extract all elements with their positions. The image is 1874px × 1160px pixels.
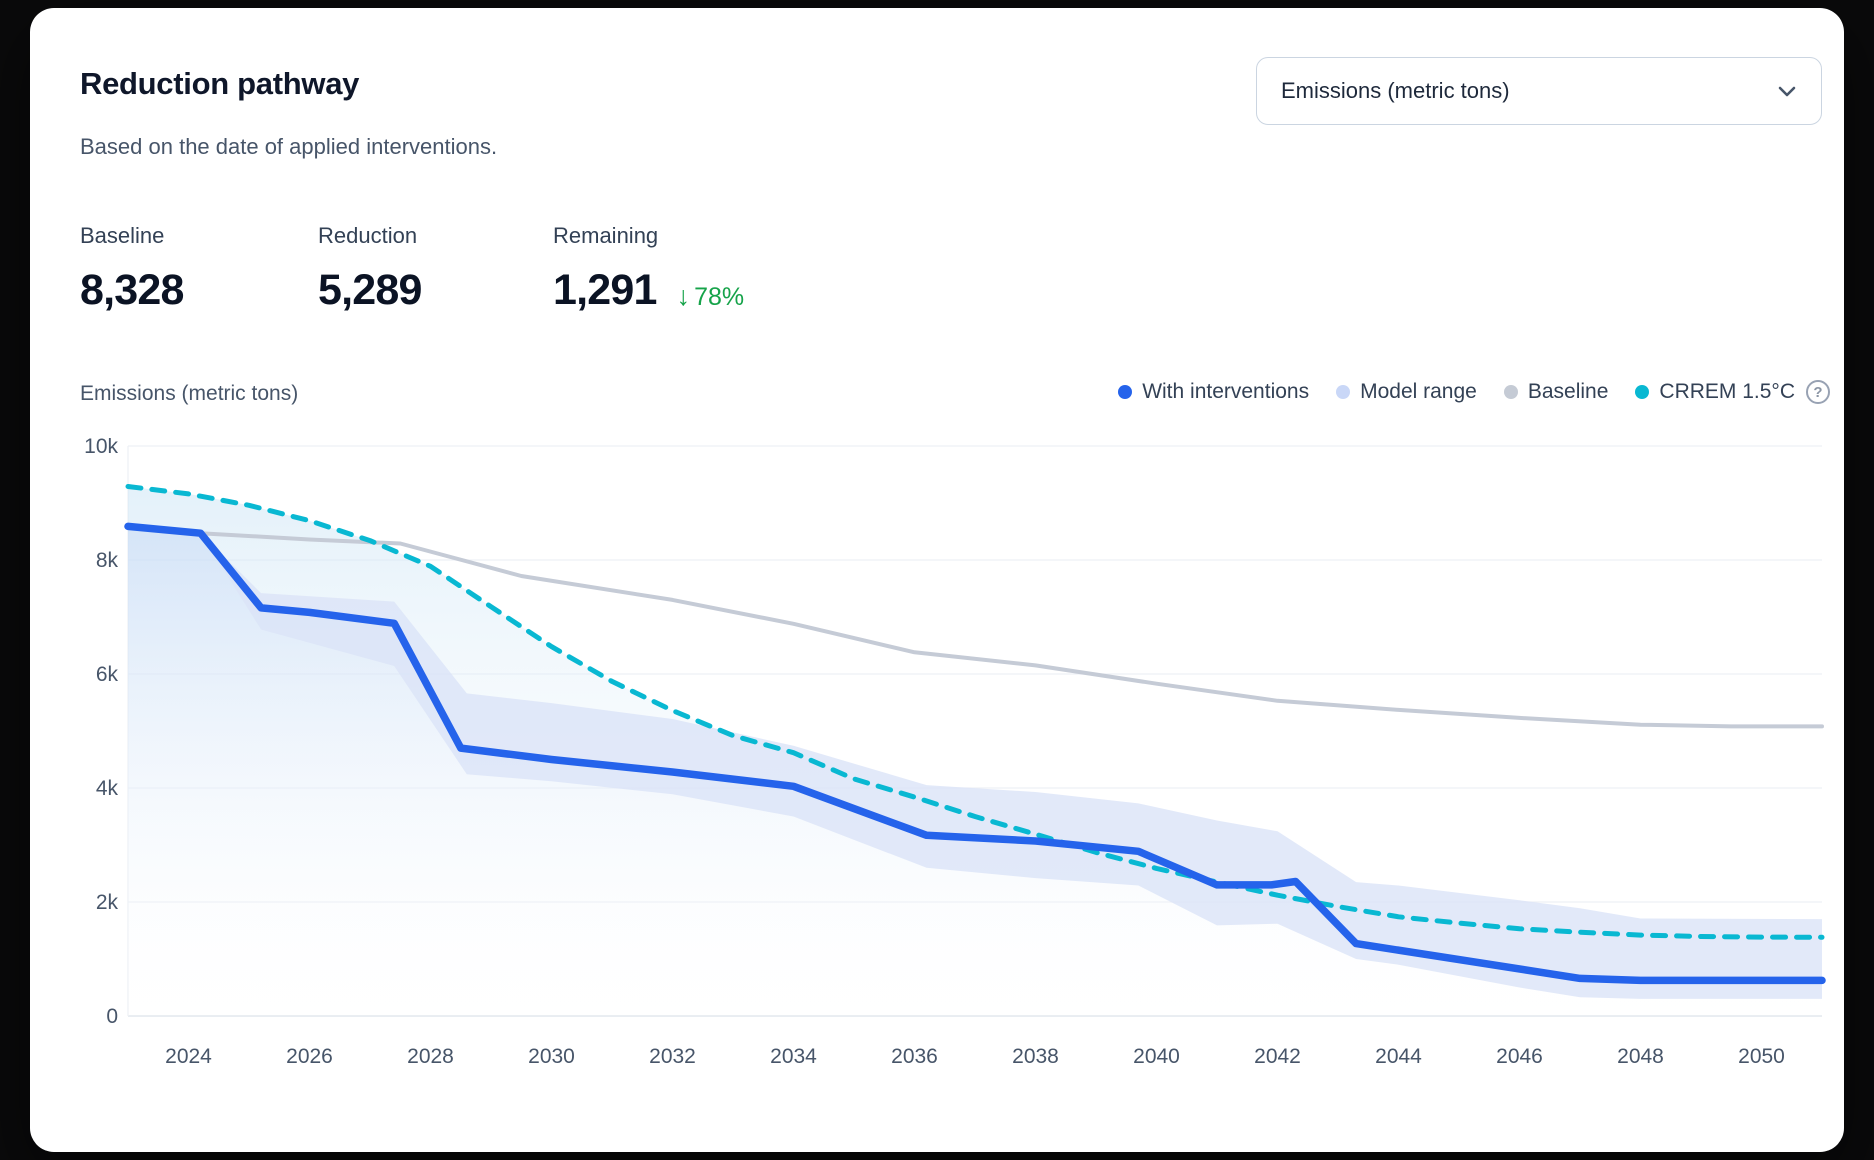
- reduction-delta-value: 78%: [694, 283, 745, 311]
- legend-item-crrem[interactable]: CRREM 1.5°C: [1635, 380, 1795, 404]
- legend-item-with-interventions[interactable]: With interventions: [1118, 380, 1309, 404]
- baseline-dot-icon: [1503, 385, 1518, 399]
- stat-reduction-label: Reduction: [318, 223, 418, 248]
- model-range-dot-icon: [1336, 385, 1351, 399]
- with-interventions-dot-icon: [1118, 385, 1133, 399]
- stat-baseline-value: 8,328: [80, 266, 184, 314]
- svg-text:2036: 2036: [891, 1045, 938, 1068]
- chart-legend: With interventions Model range Baseline …: [1118, 380, 1830, 404]
- stat-reduction-value: 5,289: [318, 266, 422, 314]
- svg-text:6k: 6k: [96, 663, 119, 686]
- svg-text:2034: 2034: [770, 1045, 817, 1068]
- svg-text:4k: 4k: [96, 777, 119, 800]
- svg-text:2030: 2030: [528, 1045, 575, 1068]
- metric-select[interactable]: Emissions (metric tons): [1256, 57, 1822, 125]
- svg-text:2028: 2028: [407, 1045, 454, 1068]
- svg-text:2032: 2032: [649, 1045, 696, 1068]
- svg-text:2046: 2046: [1496, 1045, 1543, 1068]
- svg-text:2050: 2050: [1738, 1045, 1785, 1068]
- svg-text:2026: 2026: [286, 1045, 333, 1068]
- stat-baseline-label: Baseline: [80, 223, 165, 248]
- stat-baseline: Baseline 8,328: [80, 223, 318, 315]
- svg-text:2048: 2048: [1617, 1045, 1664, 1068]
- svg-text:2024: 2024: [165, 1045, 212, 1068]
- svg-text:2042: 2042: [1254, 1045, 1301, 1068]
- svg-text:2040: 2040: [1133, 1045, 1180, 1068]
- reduction-delta-badge: ↓ 78%: [677, 283, 745, 315]
- svg-text:2k: 2k: [96, 891, 119, 914]
- reduction-pathway-card: Reduction pathway Based on the date of a…: [30, 8, 1844, 1152]
- stat-remaining-label: Remaining: [553, 223, 659, 248]
- svg-text:0: 0: [106, 1005, 118, 1028]
- legend-item-baseline[interactable]: Baseline: [1503, 380, 1608, 404]
- y-axis-unit-label: Emissions (metric tons): [80, 382, 299, 405]
- svg-text:2044: 2044: [1375, 1045, 1422, 1068]
- page-subtitle: Based on the date of applied interventio…: [80, 134, 498, 159]
- svg-text:2038: 2038: [1012, 1045, 1059, 1068]
- stat-remaining: Remaining 1,291 ↓ 78%: [553, 223, 744, 315]
- legend-item-model-range[interactable]: Model range: [1336, 380, 1477, 404]
- stat-remaining-value: 1,291: [553, 266, 657, 314]
- svg-text:8k: 8k: [96, 549, 119, 572]
- page-title: Reduction pathway: [80, 66, 360, 101]
- stats-row: Baseline 8,328 Reduction 5,289 Remaining…: [80, 223, 744, 315]
- stat-reduction: Reduction 5,289: [318, 223, 553, 315]
- chevron-down-icon: [1775, 79, 1799, 103]
- svg-text:10k: 10k: [84, 438, 118, 458]
- emissions-chart: 0 2k 4k 6k 8k 10k 2024 2026 2028 2030 2032 2034 2036…: [30, 438, 1844, 1118]
- crrem-dot-icon: [1635, 385, 1650, 399]
- arrow-down-icon: ↓: [676, 281, 691, 311]
- emissions-chart-svg: 0 2k 4k 6k 8k 10k 2024 2026 2028 2030 2032 2034 2036…: [84, 438, 1826, 1068]
- metric-select-value: Emissions (metric tons): [1281, 78, 1510, 103]
- question-circle-icon[interactable]: ?: [1806, 380, 1830, 404]
